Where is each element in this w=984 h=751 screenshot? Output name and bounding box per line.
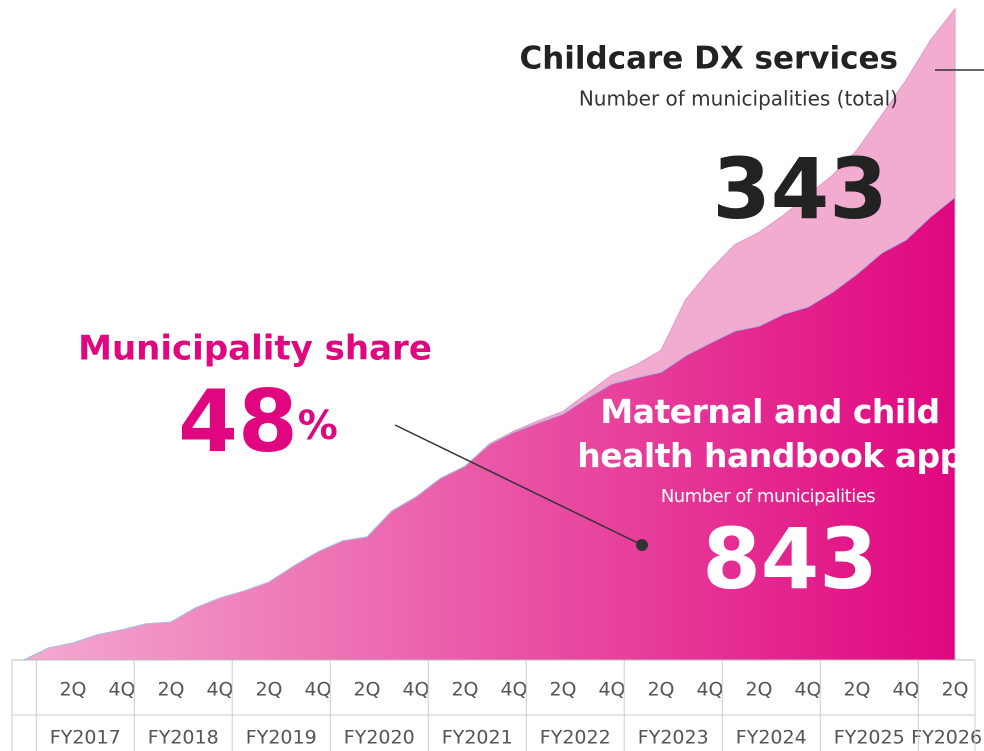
fy-label: FY2020: [344, 727, 415, 749]
x-tick-label: 2Q: [255, 679, 282, 701]
share-value: 48%: [178, 372, 338, 472]
x-tick-label: 2Q: [941, 679, 968, 701]
x-tick-label: 2Q: [353, 679, 380, 701]
x-tick-label: 4Q: [402, 679, 429, 701]
x-tick-label: 4Q: [206, 679, 233, 701]
leader-line: [394, 424, 643, 546]
x-tick-label: 4Q: [696, 679, 723, 701]
x-tick-label: 4Q: [598, 679, 625, 701]
series-title: Maternal and child health handbook app: [577, 392, 963, 475]
share-number: 48: [178, 372, 298, 472]
fy-label: FY2025: [834, 727, 905, 749]
x-tick-label: 4Q: [304, 679, 331, 701]
leader-dot: [636, 539, 648, 551]
fy-label: FY2021: [442, 727, 513, 749]
fy-label: FY2024: [736, 727, 807, 749]
fy-label: FY2022: [540, 727, 611, 749]
x-tick-label: 2Q: [647, 679, 674, 701]
data-label: 343: [712, 140, 887, 238]
x-tick-label: 2Q: [59, 679, 86, 701]
x-tick-label: 2Q: [549, 679, 576, 701]
share-unit: %: [298, 403, 338, 449]
series-subtitle: Number of municipalities (total): [579, 87, 898, 111]
area: [23, 196, 956, 661]
x-tick-label: 2Q: [451, 679, 478, 701]
x-tick-label: 4Q: [892, 679, 919, 701]
fy-label: FY2026: [911, 727, 982, 749]
x-tick-label: 4Q: [500, 679, 527, 701]
x-tick-label: 4Q: [108, 679, 135, 701]
x-tick-label: 2Q: [745, 679, 772, 701]
data-label: 843: [702, 510, 877, 608]
fy-label: FY2019: [246, 727, 317, 749]
x-tick-label: 2Q: [843, 679, 870, 701]
series-subtitle: Number of municipalities: [661, 486, 875, 507]
x-tick-label: 2Q: [157, 679, 184, 701]
x-tick-label: 4Q: [794, 679, 821, 701]
fy-label: FY2023: [638, 727, 709, 749]
fy-label: FY2018: [148, 727, 219, 749]
series-title: Childcare DX services: [519, 41, 898, 77]
fy-label: FY2017: [50, 727, 121, 749]
share-title: Municipality share: [78, 329, 432, 369]
